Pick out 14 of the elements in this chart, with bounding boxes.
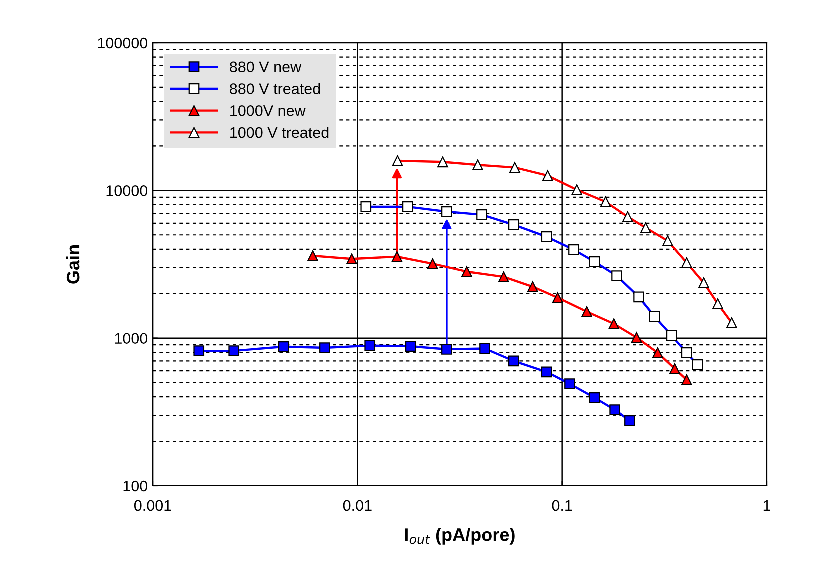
x-tick-label: 1 [764, 500, 771, 511]
legend-label: 880 V new [230, 62, 302, 73]
legend-label: 880 V treated [230, 83, 320, 94]
legend-label: 1000V new [230, 106, 306, 116]
y-tick-label: 10000 [106, 186, 148, 196]
y-tick-label: 100000 [98, 38, 148, 49]
y-tick-label: 100 [124, 480, 148, 492]
y-tick-label: 1000 [115, 333, 148, 344]
x-axis-title: I$_{out}$ (pA/pore) [405, 528, 515, 545]
x-tick-label: 0.001 [134, 500, 172, 512]
y-axis-title: Gain [66, 246, 80, 284]
x-tick-label: 0.1 [552, 500, 572, 512]
legend-label: 1000 V treated [230, 126, 329, 138]
x-tick-label: 0.01 [343, 500, 372, 512]
